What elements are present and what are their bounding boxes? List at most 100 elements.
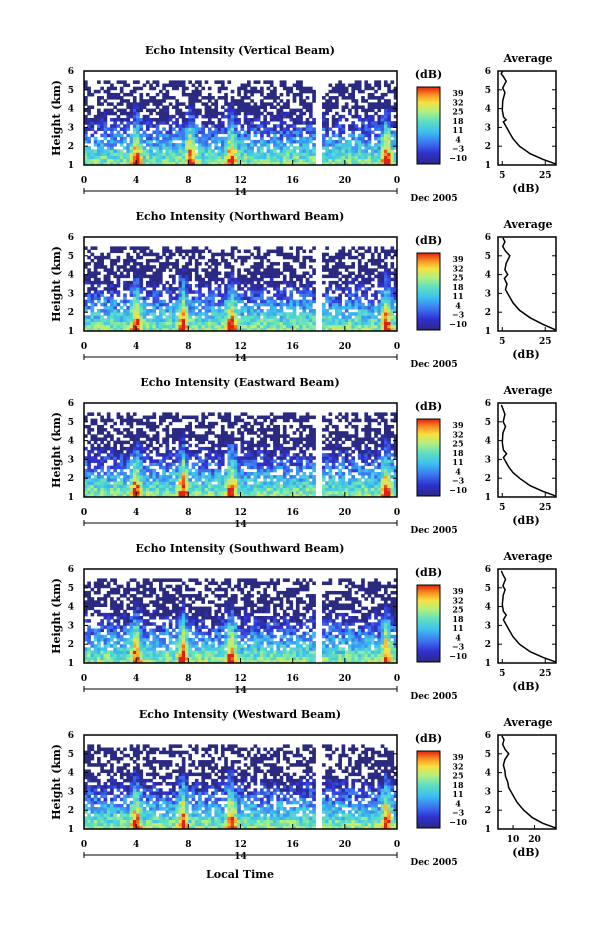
heatmap-cell (237, 92, 241, 97)
heatmap-cell (354, 277, 359, 282)
x-tick-label: 16 (286, 342, 299, 352)
heatmap-cell (299, 265, 303, 269)
heatmap-cell (357, 280, 362, 285)
heatmap-cell (149, 443, 153, 448)
heatmap-cell (302, 327, 307, 332)
heatmap-cell (230, 96, 235, 100)
heatmap-cell (325, 152, 329, 156)
heatmap-cell (341, 274, 346, 279)
heatmap-cell (253, 299, 258, 304)
heatmap-cell (123, 434, 127, 438)
heatmap-cell (237, 146, 241, 150)
heatmap-cell (139, 421, 144, 426)
heatmap-cell (335, 83, 339, 88)
heatmap-cell (256, 296, 261, 301)
heatmap-cell (123, 321, 127, 326)
heatmap-cell (165, 121, 170, 125)
heatmap-cell (136, 284, 140, 288)
heatmap-cell (247, 327, 251, 332)
heatmap-cell (305, 146, 310, 150)
heatmap-cell (227, 468, 232, 473)
heatmap-cell (119, 99, 124, 103)
heatmap-cell (162, 127, 166, 131)
heatmap-cell (90, 280, 95, 285)
heatmap-cell (279, 493, 284, 498)
average-title: Average (502, 218, 552, 231)
heatmap-cell (338, 136, 342, 141)
heatmap-cell (139, 121, 144, 125)
heatmap-cell (132, 280, 137, 285)
heatmap-cell (168, 139, 173, 144)
heatmap-cell (279, 315, 284, 319)
heatmap-cell (273, 434, 277, 438)
heatmap-cell (357, 302, 362, 307)
heatmap-cell (237, 293, 241, 297)
heatmap-cell (247, 124, 251, 128)
heatmap-cell (344, 161, 349, 166)
heatmap-cell (276, 465, 281, 470)
heatmap-cell (119, 324, 124, 329)
heatmap-cell (87, 493, 91, 498)
heatmap-cell (207, 302, 212, 307)
heatmap-cell (380, 149, 385, 153)
heatmap-cell (87, 277, 91, 282)
heatmap-cell (224, 478, 228, 482)
heatmap-cell (113, 111, 117, 116)
heatmap-cell (152, 152, 157, 156)
heatmap-cell (175, 428, 179, 432)
heatmap-cell (178, 302, 183, 307)
heatmap-cell (237, 111, 241, 116)
heatmap-cell (273, 274, 277, 279)
heatmap-cell (113, 305, 117, 310)
heatmap-cell (181, 493, 186, 498)
heatmap-cell (227, 450, 232, 454)
heatmap-cell (273, 459, 277, 463)
heatmap-cell (132, 262, 137, 266)
heatmap-cell (198, 434, 202, 438)
heatmap-cell (247, 249, 251, 254)
heatmap-cell (230, 471, 235, 476)
heatmap-cell (185, 133, 189, 138)
heatmap-cell (100, 462, 104, 467)
heatmap-cell (110, 130, 114, 135)
heatmap-cell (370, 309, 375, 313)
heatmap-cell (341, 305, 346, 310)
heatmap-cell (299, 99, 303, 103)
heatmap-cell (256, 287, 261, 291)
heatmap-cell (276, 114, 281, 119)
heatmap-cell (126, 121, 131, 125)
heatmap-cell (367, 302, 372, 307)
heatmap-cell (123, 161, 127, 166)
heatmap-cell (211, 271, 215, 275)
heatmap-cell (90, 121, 95, 125)
heatmap-cell (354, 293, 359, 297)
heatmap-cell (158, 462, 163, 467)
heatmap-cell (367, 118, 372, 122)
heatmap-cell (253, 80, 258, 84)
heatmap-cell (367, 305, 372, 310)
heatmap-cell (224, 92, 228, 97)
heatmap-cell (139, 99, 144, 103)
heatmap-cell (97, 315, 101, 319)
heatmap-cell (207, 277, 212, 282)
heatmap-cell (139, 456, 144, 460)
heatmap-cell (302, 158, 307, 163)
heatmap-cell (110, 312, 114, 316)
heatmap-cell (198, 446, 202, 451)
heatmap-cell (126, 146, 131, 150)
heatmap-cell (312, 143, 316, 147)
heatmap-cell (194, 324, 199, 329)
heatmap-cell (172, 161, 176, 166)
heatmap-cell (322, 255, 326, 260)
heatmap-cell (344, 284, 349, 288)
heatmap-cell (123, 456, 127, 460)
y-tick-label: 3 (68, 289, 74, 299)
heatmap-cell (256, 265, 261, 269)
heatmap-cell (139, 92, 144, 97)
heatmap-cell (328, 284, 333, 288)
heatmap-cell (302, 121, 307, 125)
heatmap-cell (142, 152, 147, 156)
heatmap-cell (97, 99, 101, 103)
heatmap-cell (136, 315, 140, 319)
heatmap-cell (224, 299, 228, 304)
